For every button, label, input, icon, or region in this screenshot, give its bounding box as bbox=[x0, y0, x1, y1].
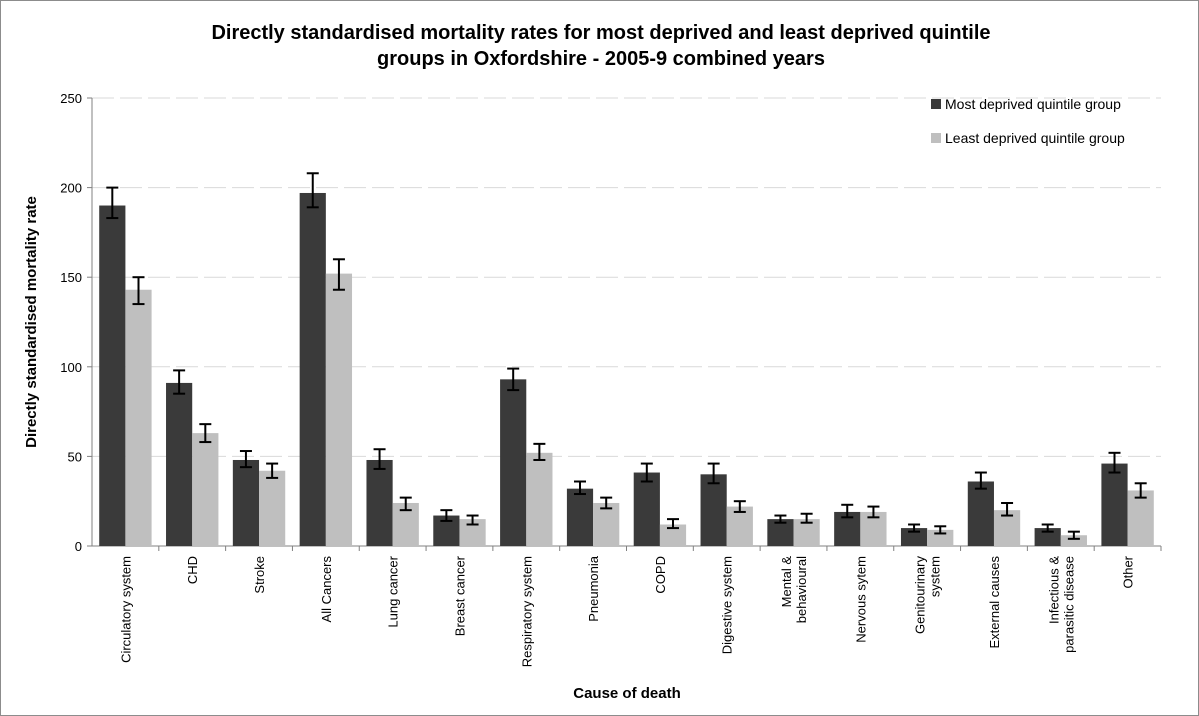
bar-least-deprived bbox=[726, 506, 753, 546]
bar-most-deprived bbox=[1101, 463, 1128, 546]
legend-label: Least deprived quintile group bbox=[945, 130, 1125, 146]
legend-swatch bbox=[931, 99, 941, 109]
x-tick-label: Other bbox=[1121, 555, 1136, 588]
bar-most-deprived bbox=[232, 459, 260, 546]
x-tick-label: parasitic disease bbox=[1061, 556, 1076, 653]
x-tick-label: Mental & bbox=[779, 556, 794, 608]
y-tick-label: 200 bbox=[60, 181, 82, 196]
y-tick-label: 250 bbox=[60, 91, 82, 106]
bar-least-deprived bbox=[125, 289, 152, 546]
x-tick-label: External causes bbox=[987, 556, 1002, 649]
x-tick-label: CHD bbox=[185, 556, 200, 584]
y-tick-label: 0 bbox=[75, 539, 82, 554]
bar-most-deprived bbox=[700, 474, 727, 546]
bar-most-deprived bbox=[299, 192, 326, 546]
x-tick-label: Infectious & bbox=[1046, 556, 1061, 624]
bar-least-deprived bbox=[927, 529, 954, 546]
bar-most-deprived bbox=[633, 472, 660, 546]
bar-most-deprived bbox=[967, 481, 994, 546]
chart-title-line: groups in Oxfordshire - 2005-9 combined … bbox=[377, 48, 825, 70]
x-tick-label: Stroke bbox=[252, 556, 267, 594]
bar-least-deprived bbox=[1060, 535, 1087, 546]
bar-least-deprived bbox=[325, 273, 353, 546]
x-tick-label: Digestive system bbox=[720, 556, 735, 654]
bar-most-deprived bbox=[99, 205, 126, 546]
x-axis-title: Cause of death bbox=[573, 685, 681, 702]
bar-most-deprived bbox=[500, 379, 527, 546]
bar-most-deprived bbox=[1034, 528, 1061, 546]
bar-least-deprived bbox=[593, 502, 620, 546]
y-tick-label: 50 bbox=[68, 449, 82, 464]
x-tick-label: Respiratory system bbox=[519, 556, 534, 667]
legend-label: Most deprived quintile group bbox=[945, 96, 1121, 112]
bar-most-deprived bbox=[166, 382, 193, 546]
legend-swatch bbox=[931, 133, 941, 143]
x-tick-label: Genitourinary bbox=[913, 556, 928, 635]
y-axis-title: Directly standardised mortality rate bbox=[23, 196, 40, 448]
bar-most-deprived bbox=[900, 528, 928, 546]
x-tick-label: All Cancers bbox=[319, 556, 334, 623]
chart-title-line: Directly standardised mortality rates fo… bbox=[211, 22, 990, 44]
x-tick-label: Lung cancer bbox=[386, 555, 401, 627]
bar-least-deprived bbox=[1127, 490, 1154, 546]
x-tick-label: COPD bbox=[653, 556, 668, 594]
x-tick-label: system bbox=[928, 556, 943, 597]
bar-most-deprived bbox=[566, 488, 594, 546]
y-tick-label: 100 bbox=[60, 360, 82, 375]
x-tick-label: behavioural bbox=[794, 556, 809, 623]
bar-most-deprived bbox=[366, 459, 393, 546]
x-tick-label: Nervous sytem bbox=[853, 556, 868, 643]
bar-least-deprived bbox=[659, 524, 687, 546]
bar-least-deprived bbox=[192, 433, 219, 546]
x-tick-label: Circulatory system bbox=[118, 556, 133, 663]
x-tick-label: Pneumonia bbox=[586, 555, 601, 622]
y-tick-label: 150 bbox=[60, 270, 82, 285]
bar-least-deprived bbox=[259, 470, 286, 546]
x-tick-label: Breast cancer bbox=[452, 555, 467, 636]
bar-least-deprived bbox=[526, 452, 553, 546]
